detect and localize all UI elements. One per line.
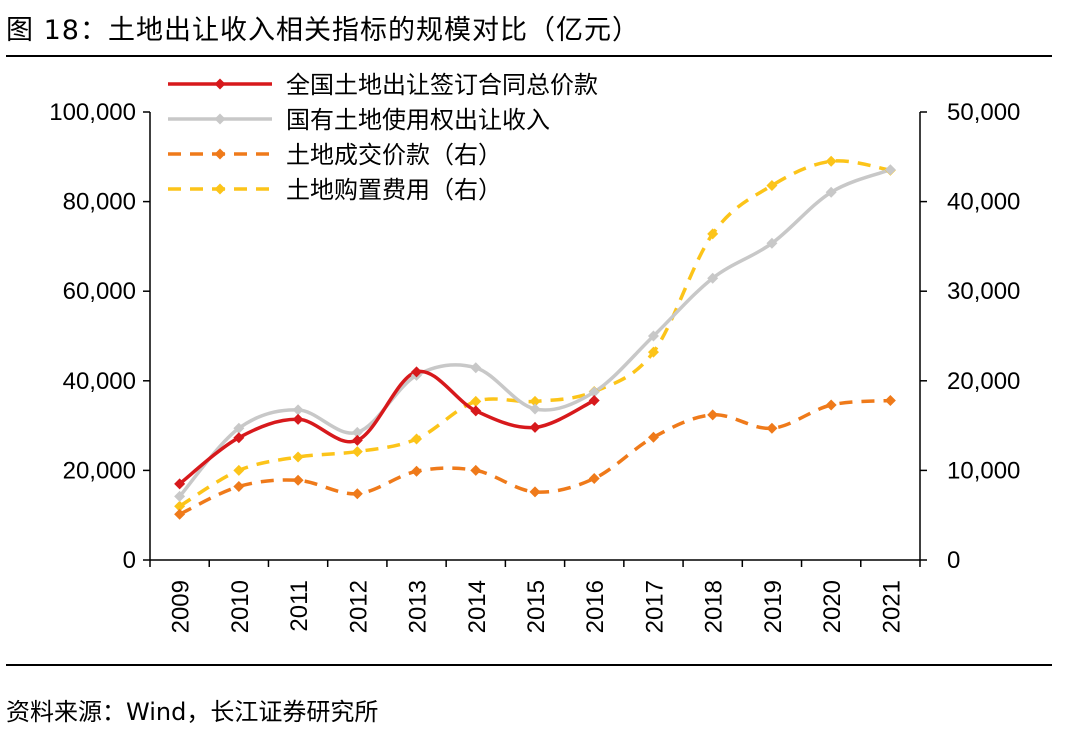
series-0-point: [411, 366, 423, 378]
legend-swatch-marker: [214, 148, 226, 160]
x-tick-label: 2019: [760, 580, 787, 633]
series-0-point: [233, 432, 245, 444]
figure-title: 图 18：土地出让收入相关指标的规模对比（亿元）: [6, 15, 640, 46]
series-1-point: [174, 490, 186, 502]
series-3-point: [707, 228, 719, 240]
series-3-point: [470, 395, 482, 407]
y-right-tick-label: 50,000: [947, 99, 1020, 126]
series-0-point: [588, 395, 600, 407]
y-right-tick-label: 30,000: [947, 278, 1020, 305]
series-2-point: [707, 409, 719, 421]
y-left-tick-label: 60,000: [63, 278, 136, 305]
series-line-1: [178, 168, 892, 498]
series-2-point: [292, 474, 304, 486]
series-2-point: [825, 399, 837, 411]
series-1-point: [233, 422, 245, 434]
x-tick-label: 2017: [641, 580, 668, 633]
legend-label: 土地成交价款（右）: [286, 141, 502, 169]
series-2-point: [529, 486, 541, 498]
series-1-point: [529, 403, 541, 415]
x-tick-label: 2018: [701, 580, 728, 633]
series-2-point: [174, 508, 186, 520]
y-left-tick-label: 100,000: [49, 99, 136, 126]
series-1-point: [470, 362, 482, 374]
x-tick-label: 2020: [819, 580, 846, 633]
x-tick-label: 2014: [464, 580, 491, 633]
series-1-point: [647, 330, 659, 342]
series-0-point: [351, 434, 363, 446]
legend-label: 土地购置费用（右）: [286, 176, 502, 204]
x-tick-label: 2016: [582, 580, 609, 633]
series-line-0: [178, 369, 595, 486]
series-3-point: [647, 346, 659, 358]
y-right-tick-label: 0: [947, 547, 960, 574]
series-2-point: [766, 422, 778, 434]
series-3-point: [351, 446, 363, 458]
series-2-point: [233, 481, 245, 493]
series-0-point: [292, 413, 304, 425]
series-0-point: [529, 421, 541, 433]
top-rule: [6, 55, 1052, 57]
series-2-point: [647, 431, 659, 443]
y-right-tick-label: 20,000: [947, 368, 1020, 395]
series-3-point: [825, 155, 837, 167]
bottom-rule: [6, 664, 1052, 666]
x-tick-label: 2015: [523, 580, 550, 633]
series-3-point: [529, 395, 541, 407]
series-3-point: [233, 464, 245, 476]
x-tick-label: 2012: [345, 580, 372, 633]
chart-axes: 0 20,000 40,000 60,000 80,000 100,000 0 10,000 2…: [49, 99, 1020, 633]
series-3-point: [292, 451, 304, 463]
series-2-point: [470, 464, 482, 476]
series-2-point: [884, 395, 896, 407]
y-right-tick-label: 40,000: [947, 189, 1020, 216]
series-0-point: [470, 405, 482, 417]
chart-series-lines: [178, 159, 892, 516]
legend-label: 全国土地出让签订合同总价款: [286, 71, 598, 99]
series-2-point: [411, 465, 423, 477]
series-1-point: [707, 272, 719, 284]
x-tick-label: 2011: [286, 580, 313, 632]
series-1-point: [766, 237, 778, 249]
x-tick-label: 2009: [168, 580, 195, 633]
figure-source: 资料来源：Wind，长江证券研究所: [6, 698, 379, 726]
legend-swatch-marker: [214, 78, 226, 90]
series-1-point: [588, 386, 600, 398]
series-3-point: [411, 433, 423, 445]
chart-series-markers: [174, 155, 896, 520]
series-3-point: [766, 179, 778, 191]
x-tick-label: 2010: [227, 580, 254, 633]
series-1-point: [292, 404, 304, 416]
y-right-tick-label: 10,000: [947, 457, 1020, 484]
x-tick-label: 2013: [405, 580, 432, 633]
x-tick-label: 2021: [878, 580, 905, 633]
series-2-point: [351, 488, 363, 500]
series-1-point: [351, 426, 363, 438]
series-1-point: [825, 186, 837, 198]
legend-label: 国有土地使用权出让收入: [286, 106, 550, 134]
legend-swatch-marker: [214, 113, 226, 125]
series-1-point: [884, 164, 896, 176]
y-left-tick-label: 40,000: [63, 368, 136, 395]
series-3-point: [174, 500, 186, 512]
y-left-tick-label: 0: [123, 547, 136, 574]
series-line-3: [178, 159, 891, 508]
series-0-point: [174, 478, 186, 490]
y-left-tick-label: 20,000: [63, 457, 136, 484]
y-left-tick-label: 80,000: [63, 189, 136, 216]
legend-swatch-marker: [214, 183, 226, 195]
series-2-point: [588, 472, 600, 484]
